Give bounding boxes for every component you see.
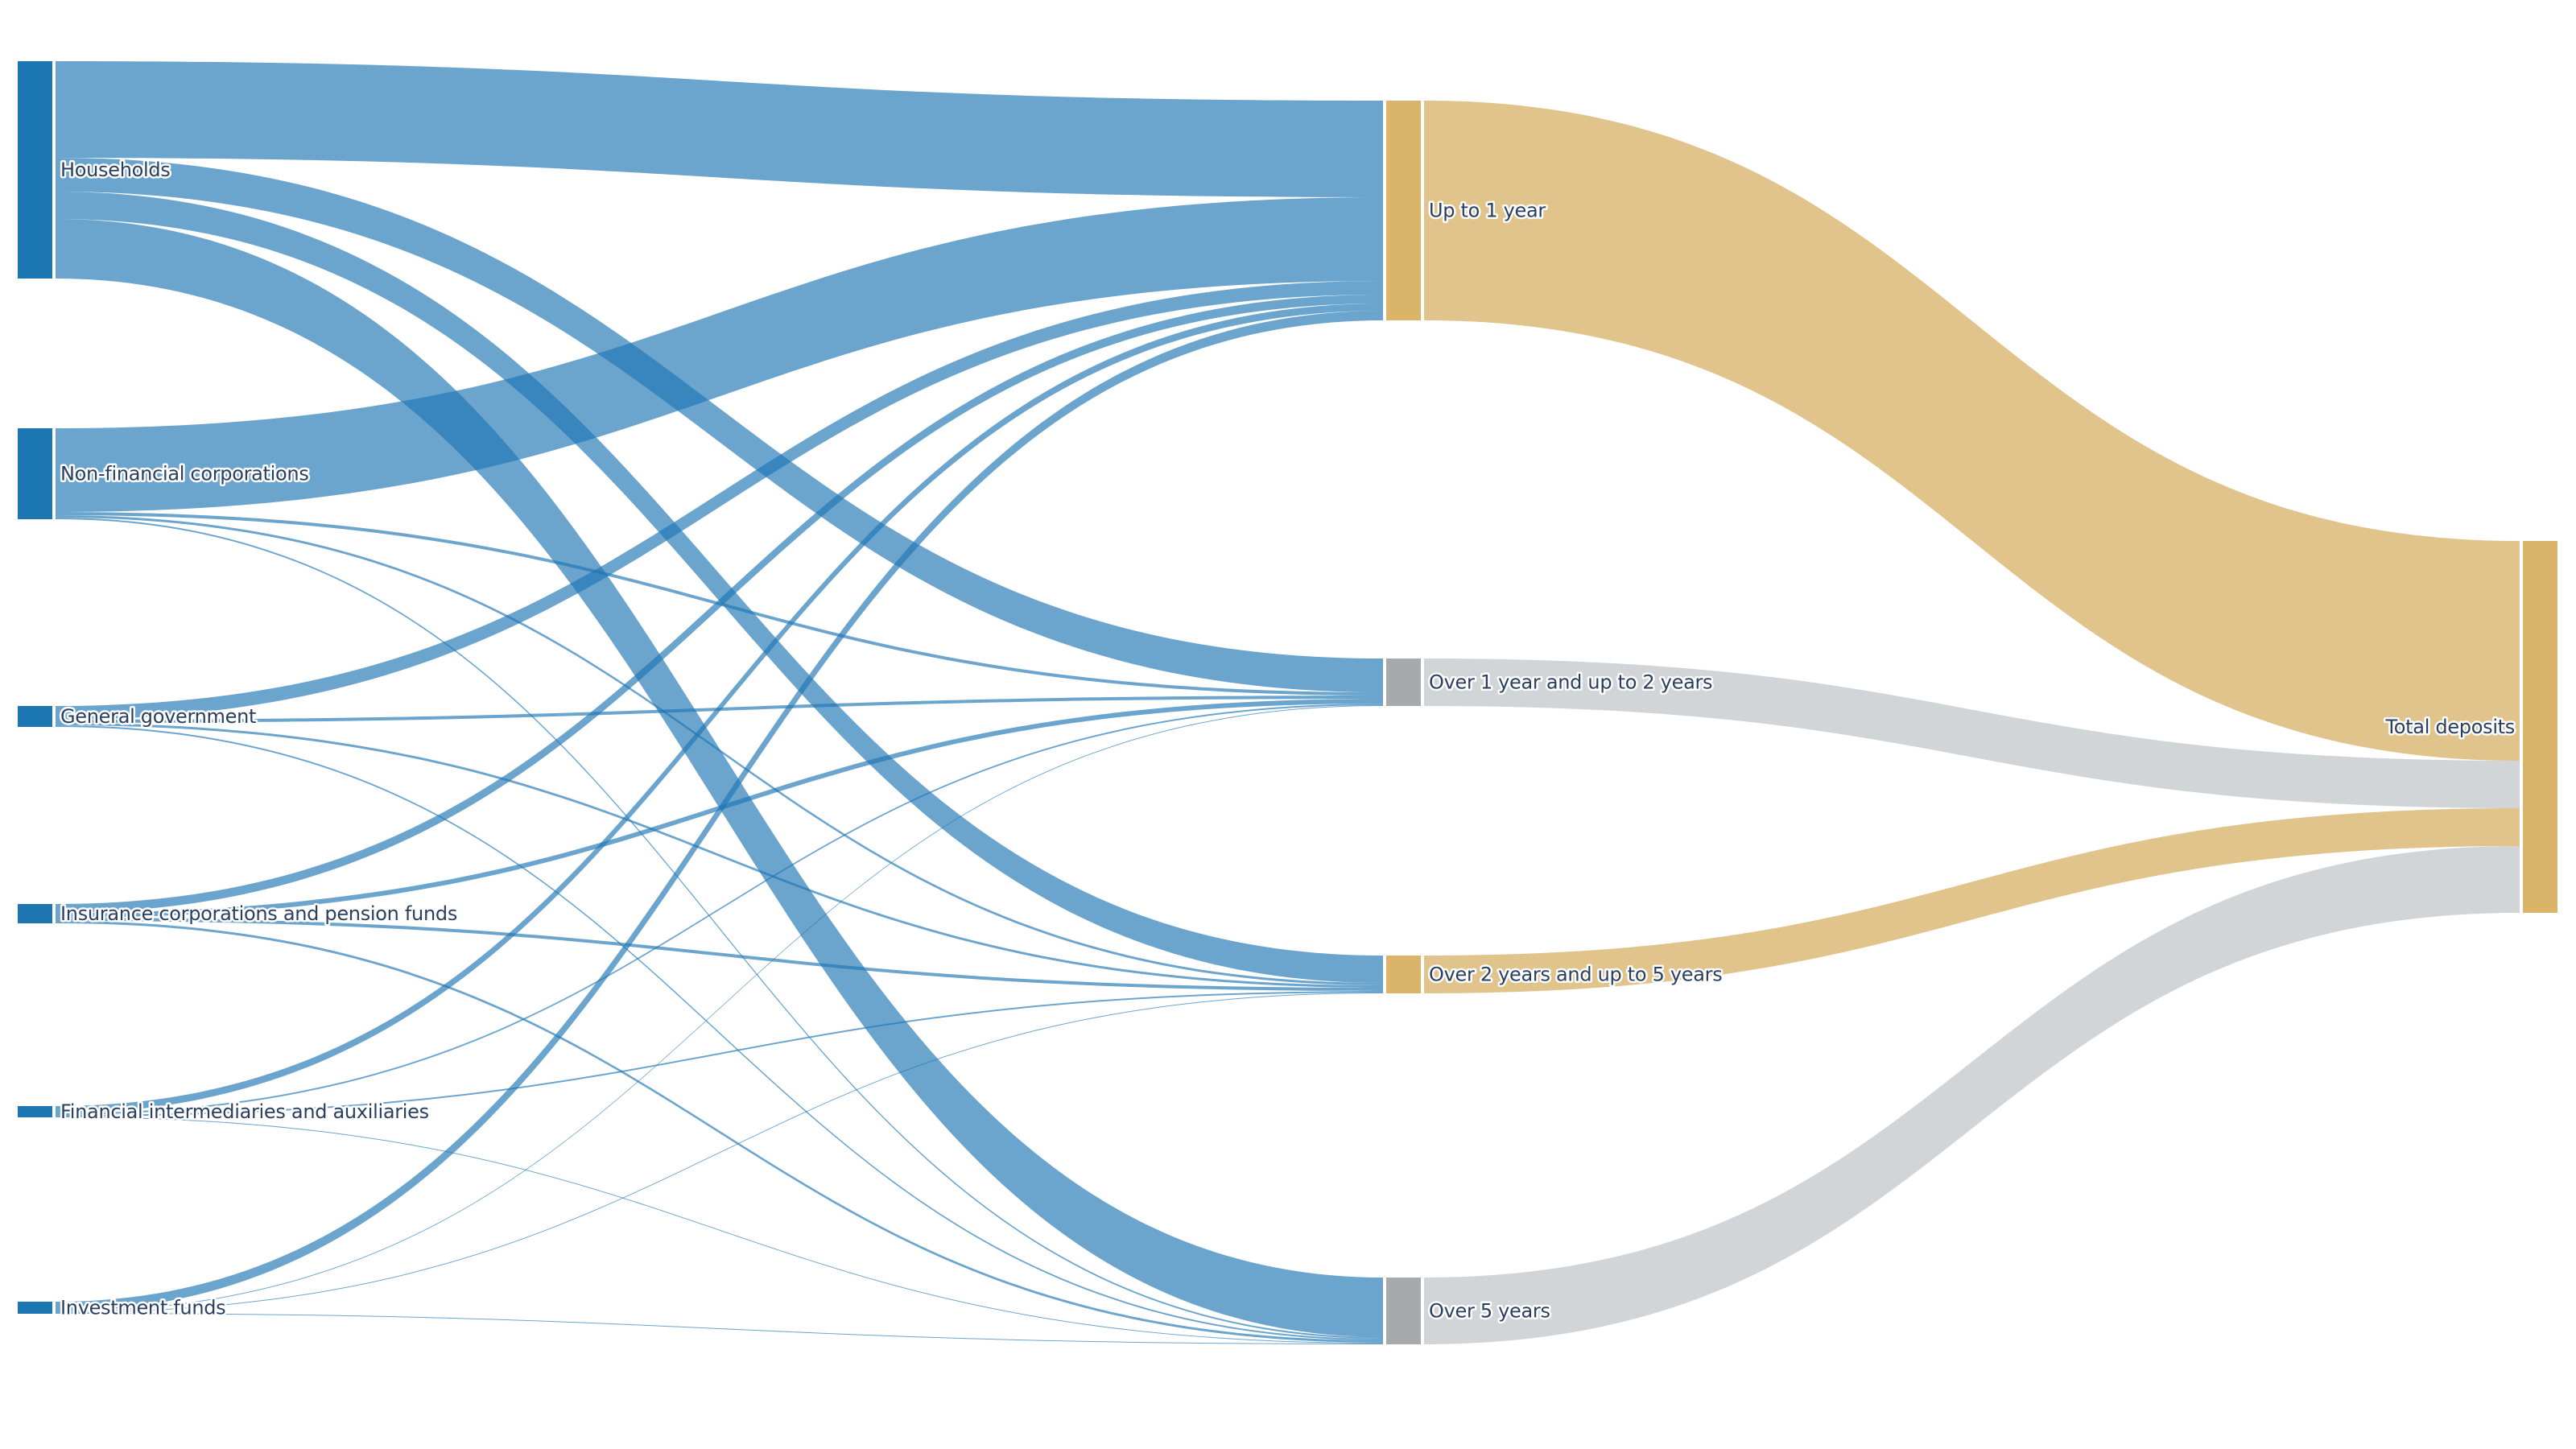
link-households-to-over-5y[interactable] xyxy=(56,219,1383,1337)
link-fin-interm-to-over-5y[interactable] xyxy=(56,1117,1383,1344)
node-1y-to-2y[interactable] xyxy=(1386,658,1421,706)
link-over-5y-to-total[interactable] xyxy=(1424,846,2520,1344)
node-gov[interactable] xyxy=(18,706,52,727)
link-households-to-2y-to-5y[interactable] xyxy=(56,192,1383,983)
link-inv-funds-to-2y-to-5y[interactable] xyxy=(56,993,1383,1313)
node-households[interactable] xyxy=(18,61,52,279)
link-inv-funds-to-over-5y[interactable] xyxy=(56,1313,1383,1344)
link-nfc-to-up-to-1y[interactable] xyxy=(56,197,1383,512)
node-total[interactable] xyxy=(2523,541,2557,913)
link-inv-funds-to-1y-to-2y[interactable] xyxy=(56,705,1383,1312)
link-1y-to-2y-to-total[interactable] xyxy=(1424,658,2520,808)
node-label-nfc: Non-financial corporations xyxy=(60,463,309,485)
node-label-1y-to-2y: Over 1 year and up to 2 years xyxy=(1429,671,1712,694)
link-fin-interm-to-up-to-1y[interactable] xyxy=(56,303,1383,1113)
link-households-to-up-to-1y[interactable] xyxy=(56,61,1383,197)
link-up-to-1y-to-total[interactable] xyxy=(1424,101,2520,761)
node-insurance[interactable] xyxy=(18,904,52,923)
link-insurance-to-up-to-1y[interactable] xyxy=(56,295,1383,913)
node-inv-funds[interactable] xyxy=(18,1302,52,1314)
link-insurance-to-2y-to-5y[interactable] xyxy=(56,918,1383,991)
link-gov-to-up-to-1y[interactable] xyxy=(56,281,1383,720)
node-2y-to-5y[interactable] xyxy=(1386,956,1421,993)
link-2y-to-5y-to-total[interactable] xyxy=(1424,808,2520,993)
node-over-5y[interactable] xyxy=(1386,1278,1421,1344)
node-label-households: Households xyxy=(60,159,171,181)
link-fin-interm-to-1y-to-2y[interactable] xyxy=(56,704,1383,1115)
node-fin-interm[interactable] xyxy=(18,1106,52,1117)
node-label-total: Total deposits xyxy=(2385,716,2515,738)
node-up-to-1y[interactable] xyxy=(1386,101,1421,320)
link-gov-to-2y-to-5y[interactable] xyxy=(56,723,1383,988)
link-households-to-1y-to-2y[interactable] xyxy=(56,158,1383,692)
node-label-gov: General government xyxy=(60,705,256,728)
link-nfc-to-over-5y[interactable] xyxy=(56,518,1383,1339)
link-insurance-to-over-5y[interactable] xyxy=(56,921,1383,1343)
node-label-fin-interm: Financial intermediaries and auxiliaries xyxy=(60,1100,429,1123)
link-gov-to-over-5y[interactable] xyxy=(56,725,1383,1340)
link-nfc-to-2y-to-5y[interactable] xyxy=(56,515,1383,985)
link-fin-interm-to-2y-to-5y[interactable] xyxy=(56,991,1383,1117)
node-label-up-to-1y: Up to 1 year xyxy=(1429,200,1546,222)
link-inv-funds-to-up-to-1y[interactable] xyxy=(56,311,1383,1311)
node-nfc[interactable] xyxy=(18,428,52,519)
node-label-insurance: Insurance corporations and pension funds xyxy=(60,902,457,925)
node-label-inv-funds: Investment funds xyxy=(60,1297,225,1319)
node-label-2y-to-5y: Over 2 years and up to 5 years xyxy=(1429,964,1722,986)
node-label-over-5y: Over 5 years xyxy=(1429,1300,1550,1323)
